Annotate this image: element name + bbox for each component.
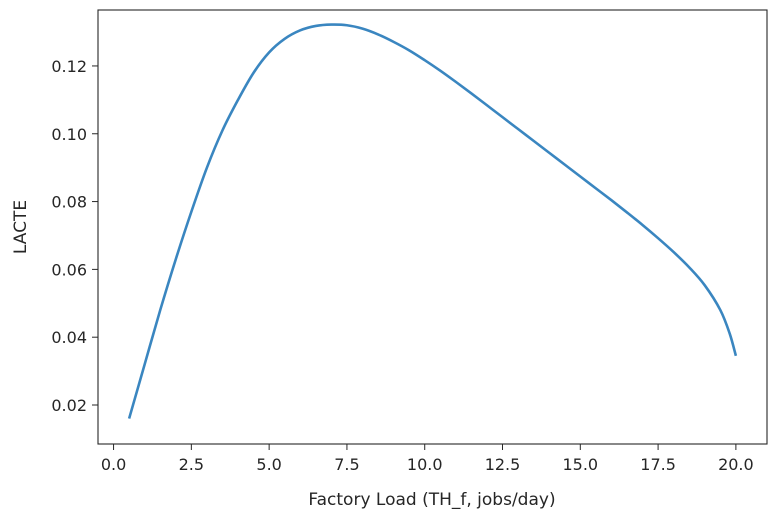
y-tick-label: 0.06 [51, 260, 87, 279]
y-tick-label: 0.04 [51, 328, 87, 347]
x-tick-label: 20.0 [718, 455, 754, 474]
x-tick-label: 17.5 [640, 455, 676, 474]
plot-frame [97, 9, 768, 445]
y-tick-label: 0.10 [51, 125, 87, 144]
series-line [127, 23, 738, 419]
x-axis-label: Factory Load (TH_f, jobs/day) [308, 490, 555, 510]
x-tick-label: 15.0 [562, 455, 598, 474]
y-tick-label: 0.08 [51, 193, 87, 212]
plot-area [98, 10, 767, 444]
y-axis-ticks: 0.02 0.04 0.06 0.08 0.10 0.12 [51, 57, 98, 415]
y-tick-label: 0.12 [51, 57, 87, 76]
series-layer [127, 23, 738, 419]
x-tick-label: 7.5 [334, 455, 359, 474]
y-tick-label: 0.02 [51, 396, 87, 415]
x-tick-label: 2.5 [179, 455, 204, 474]
x-tick-label: 10.0 [407, 455, 443, 474]
x-tick-label: 5.0 [256, 455, 281, 474]
x-tick-label: 12.5 [485, 455, 521, 474]
x-tick-label: 0.0 [101, 455, 126, 474]
y-axis-label: LACTE [11, 200, 31, 254]
x-axis-ticks: 0.0 2.5 5.0 7.5 10.0 12.5 15.0 17.5 20.0 [101, 444, 754, 474]
